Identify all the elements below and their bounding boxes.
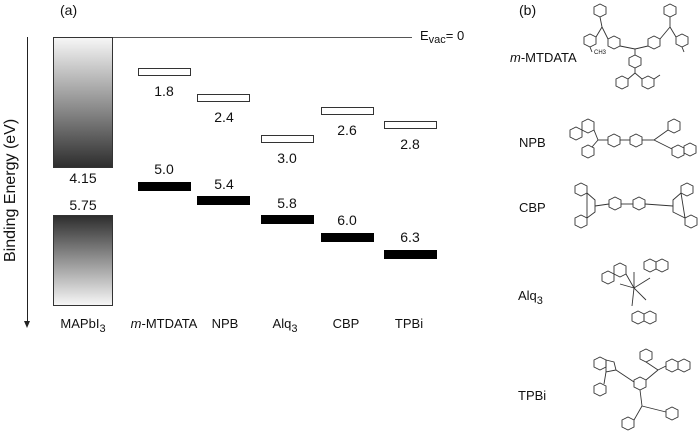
evac-tail: = 0 — [445, 28, 465, 43]
mol-name-npb: NPB — [519, 135, 546, 150]
y-axis-arrow-line — [27, 37, 28, 322]
label-npb-main: NPB — [211, 316, 239, 331]
perovskite-vb-value: 5.75 — [69, 197, 97, 213]
npb-structure-icon — [568, 113, 700, 169]
evac-sub: vac — [428, 34, 446, 46]
alq3-structure-icon — [594, 256, 696, 336]
cbp-lumo-value: 2.6 — [337, 122, 357, 138]
mol-name-alq3: Alq3 — [518, 288, 543, 307]
mtdata-homo-level — [138, 182, 191, 191]
label-mapbi3: MAPbI3 — [48, 316, 118, 335]
npb-lumo-value: 2.4 — [214, 109, 234, 125]
perovskite-conduction-band — [53, 37, 113, 168]
mol-name-cbp: CBP — [519, 200, 546, 215]
mol-name-tpbi: TPBi — [518, 388, 546, 403]
panel-a-label: (a) — [60, 2, 78, 18]
perovskite-valence-band — [53, 215, 113, 306]
label-cbp-main: CBP — [332, 316, 360, 331]
mol-cbp-main: CBP — [519, 200, 546, 215]
label-mtdata-main: -MTDATA — [141, 316, 198, 331]
npb-lumo-level — [197, 94, 250, 102]
label-alq3: Alq3 — [250, 316, 320, 335]
label-alq3-main: Alq — [272, 316, 292, 331]
perovskite-cb-value: 4.15 — [69, 170, 97, 186]
mol-name-mtdata: m-MTDATA — [510, 50, 577, 65]
mol-mtdata-main: -MTDATA — [520, 50, 577, 65]
ch3-label: CH3 — [594, 50, 607, 56]
cbp-homo-value: 6.0 — [337, 212, 357, 228]
mtdata-structure-icon — [580, 3, 695, 95]
npb-homo-level — [197, 196, 250, 205]
evac-main: E — [420, 28, 429, 43]
tpbi-structure-icon — [590, 348, 700, 441]
label-mapbi3-main: MAPbI — [60, 316, 100, 331]
mtdata-lumo-value: 1.8 — [154, 83, 174, 99]
alq3-homo-level — [261, 215, 314, 224]
mol-npb-main: NPB — [519, 135, 546, 150]
tpbi-homo-value: 6.3 — [400, 229, 420, 245]
label-tpbi: TPBi — [374, 316, 444, 331]
label-mtdata: m-MTDATA — [124, 316, 204, 331]
mtdata-lumo-level — [138, 68, 191, 76]
label-cbp: CBP — [311, 316, 381, 331]
vacuum-level-label: Evac= 0 — [420, 28, 464, 46]
label-mtdata-prefix: m — [130, 316, 142, 331]
alq3-lumo-value: 3.0 — [277, 150, 297, 166]
label-alq3-sub: 3 — [291, 323, 298, 335]
label-mapbi3-sub: 3 — [99, 323, 106, 335]
mol-tpbi-main: TPBi — [518, 388, 547, 403]
cbp-structure-icon — [573, 180, 700, 240]
alq3-lumo-level — [261, 135, 314, 143]
mol-alq3-sub: 3 — [536, 295, 543, 307]
tpbi-lumo-level — [384, 121, 437, 129]
cbp-homo-level — [321, 233, 374, 242]
label-tpbi-main: TPBi — [394, 316, 424, 331]
panel-b-label: (b) — [519, 2, 537, 18]
cbp-lumo-level — [321, 107, 374, 115]
tpbi-lumo-value: 2.8 — [400, 136, 420, 152]
mol-alq3-main: Alq — [518, 288, 537, 303]
mol-mtdata-prefix: m — [510, 50, 521, 65]
label-npb: NPB — [190, 316, 260, 331]
mtdata-homo-value: 5.0 — [154, 161, 174, 177]
alq3-homo-value: 5.8 — [277, 195, 297, 211]
y-axis-arrowhead-icon — [24, 321, 30, 328]
tpbi-homo-level — [384, 250, 437, 259]
npb-homo-value: 5.4 — [214, 176, 234, 192]
vacuum-level-line — [53, 37, 412, 38]
y-axis-label: Binding Energy (eV) — [2, 118, 19, 262]
